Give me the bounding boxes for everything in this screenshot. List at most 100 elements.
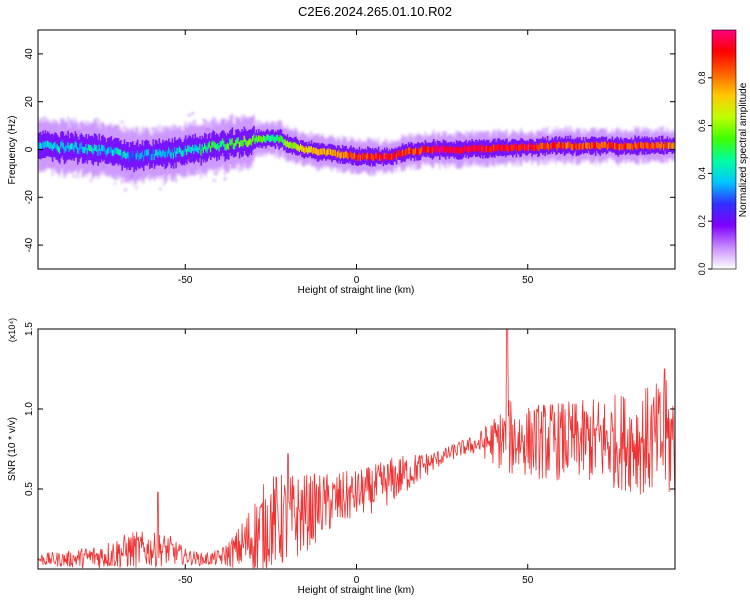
spectrogram-core-cell (200, 149, 203, 156)
spectrogram-core-cell (380, 154, 382, 161)
spectrogram-core-cell (272, 134, 274, 141)
spectrogram-core-cell (250, 139, 253, 146)
spectrogram-core-cell (297, 144, 300, 152)
snr-y-label: SNR (10 * v/v) (7, 417, 18, 481)
spectrogram-core-cell (600, 141, 603, 148)
spectrogram-speckle (113, 182, 116, 185)
spectrogram-core-cell (425, 146, 428, 153)
spectrogram-core-cell (280, 135, 283, 142)
spectrogram-core-cell (54, 141, 56, 149)
spectrogram-core-cell (444, 146, 447, 154)
spectrogram-core-cell (562, 142, 565, 149)
spectrogram-speckle (39, 123, 42, 126)
spectrogram-core-cell (514, 143, 517, 150)
spectrogram-core-cell (495, 145, 497, 152)
spectrogram-core-cell (78, 147, 80, 155)
spectrogram-core-cell (314, 148, 316, 155)
spectrogram-core-cell (217, 142, 219, 150)
spectrogram-core-cell (407, 147, 410, 154)
spectrogram-core-cell (502, 144, 505, 151)
spectrogram-core-cell (522, 143, 525, 150)
spectrogram-core-cell (438, 147, 441, 154)
spectrogram-core-cell (500, 144, 502, 152)
spectrogram-core-cell (181, 150, 183, 157)
colorbar-tick-label: 0.2 (697, 215, 707, 228)
spectrogram-core-cell (627, 143, 629, 150)
spectrogram-core-cell (123, 150, 126, 157)
spectrogram-core-cell (534, 145, 537, 152)
spectrogram-core-cell (642, 142, 645, 150)
spectrogram-core-cell (72, 143, 74, 150)
spectrogram-core-cell (147, 148, 150, 156)
spectrogram-core-cell (467, 146, 470, 154)
spectrogram-core-cell (579, 142, 581, 150)
spectrogram-core-cell (490, 146, 493, 153)
spectrogram-core-cell (652, 142, 654, 149)
spectrogram-core-cell (284, 139, 286, 146)
spectrogram-core-cell (68, 145, 71, 152)
spectrogram-core-cell (526, 144, 529, 152)
spectrogram-core-cell (52, 142, 55, 150)
spectrogram-core-cell (670, 142, 672, 149)
spectrogram-panel: -50 0 50 -40 -20 0 20 40 Height of straight lin… (7, 29, 676, 296)
spectrogram-core-cell (138, 154, 140, 161)
spectrogram-core-cell (166, 150, 169, 157)
spectrogram-core-cell (139, 153, 141, 160)
spectrogram-speckle (126, 169, 129, 172)
spectrogram-core-cell (92, 148, 95, 155)
spectrogram-speckle (213, 179, 216, 182)
spectrogram-speckle (207, 128, 210, 131)
figure-title: C2E6.2024.265.01.10.R02 (298, 4, 452, 19)
spectrogram-core-cell (603, 141, 605, 148)
spectrogram-core-cell (328, 148, 331, 155)
spectrogram-core-cell (422, 145, 424, 152)
colorbar-tick-label: 0.8 (697, 72, 707, 85)
spectrogram-core-cell (117, 148, 120, 155)
spectrogram-core-cell (317, 149, 320, 156)
spectrogram-core-cell (150, 153, 152, 160)
spectrogram-core-cell (230, 139, 232, 146)
spectrogram-speckle (106, 127, 109, 130)
spectrogram-core-cell (298, 145, 301, 153)
spectrogram-core-cell (510, 144, 513, 151)
spectrogram-core-cell (177, 147, 180, 154)
spectrogram-core-cell (483, 144, 485, 151)
spectrogram-core-cell (432, 145, 435, 152)
spectrogram-core-cell (253, 134, 255, 141)
spectrogram-speckle (72, 175, 75, 178)
spectrogram-core-cell (509, 145, 512, 152)
spectrogram-core-cell (637, 142, 640, 149)
spectrogram-core-cell (396, 150, 399, 157)
spectrogram-core-cell (329, 148, 332, 155)
spectrogram-core-cell (184, 145, 187, 153)
spectrogram-core-cell (224, 144, 226, 151)
spectrogram-core-cell (367, 152, 369, 159)
spectrogram-core-cell (622, 144, 624, 151)
spectrogram-speckle (206, 128, 209, 131)
spectrogram-core-cell (301, 145, 303, 152)
spectrogram-core-cell (335, 151, 338, 159)
spectrogram-core-cell (286, 140, 289, 147)
spectrogram-core-cell (359, 154, 362, 161)
spectrogram-core-cell (326, 149, 328, 156)
spectrogram-core-cell (448, 147, 451, 154)
spectrogram-core-cell (630, 142, 633, 149)
spectrogram-speckle (95, 118, 98, 121)
spectrogram-core-cell (365, 154, 368, 161)
spectrogram-core-cell (97, 149, 99, 156)
spectrogram-core-cell (223, 140, 225, 147)
spectrogram-speckle (84, 126, 87, 129)
spectrogram-core-cell (315, 147, 318, 154)
spectrogram-core-cell (609, 141, 611, 148)
spectrogram-speckle (191, 112, 194, 115)
spectrogram-core-cell (436, 145, 439, 152)
spectrogram-core-cell (404, 150, 406, 157)
spectrogram-core-cell (248, 139, 250, 146)
spectrogram-core-cell (249, 138, 252, 145)
spectrogram-core-cell (482, 146, 484, 153)
spectrogram-core-cell (111, 149, 114, 156)
spectrogram-core-cell (474, 145, 477, 152)
spectrogram-core-cell (472, 145, 475, 152)
spectrogram-core-cell (507, 146, 509, 153)
spectrogram-core-cell (207, 143, 210, 150)
